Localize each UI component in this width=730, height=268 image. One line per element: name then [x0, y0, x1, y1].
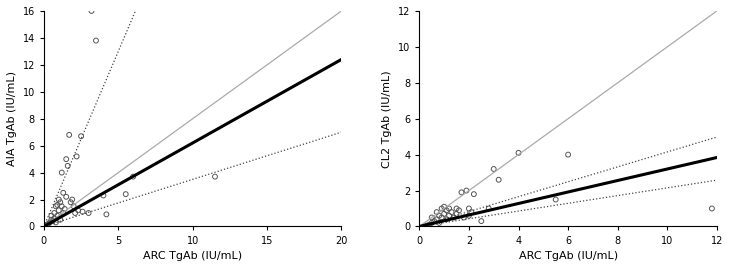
- Point: [101, 212, 112, 217]
- Point: [488, 167, 499, 171]
- Point: [51, 214, 63, 218]
- Point: [42, 222, 54, 226]
- Point: [61, 157, 72, 161]
- Point: [50, 220, 61, 225]
- Point: [53, 198, 65, 202]
- Point: [120, 192, 131, 196]
- Point: [69, 211, 81, 215]
- Point: [56, 204, 68, 209]
- Point: [53, 208, 65, 213]
- Point: [47, 219, 58, 223]
- Point: [426, 221, 437, 225]
- Point: [468, 192, 480, 196]
- Point: [423, 222, 435, 227]
- Point: [50, 204, 61, 209]
- Y-axis label: CL2 TgAb (IU/mL): CL2 TgAb (IU/mL): [383, 70, 392, 168]
- Point: [77, 210, 88, 214]
- Point: [45, 218, 57, 222]
- Point: [441, 217, 453, 221]
- Point: [466, 210, 477, 214]
- Point: [438, 204, 450, 209]
- Point: [431, 210, 442, 214]
- Point: [706, 206, 718, 211]
- Point: [66, 198, 78, 202]
- Point: [71, 154, 82, 159]
- Point: [453, 208, 465, 213]
- Point: [44, 220, 55, 225]
- Point: [98, 193, 110, 198]
- Point: [41, 223, 53, 227]
- Point: [62, 164, 74, 168]
- Y-axis label: AIA TgAb (IU/mL): AIA TgAb (IU/mL): [7, 71, 17, 166]
- Point: [441, 208, 453, 213]
- Point: [429, 219, 440, 223]
- X-axis label: ARC TgAb (IU/mL): ARC TgAb (IU/mL): [518, 251, 618, 261]
- Point: [82, 211, 94, 215]
- Point: [58, 191, 69, 195]
- Point: [562, 152, 574, 157]
- Point: [550, 198, 561, 202]
- Point: [55, 200, 66, 204]
- Point: [483, 206, 495, 211]
- Point: [450, 212, 462, 216]
- Point: [475, 219, 487, 223]
- Point: [446, 210, 458, 214]
- Point: [493, 178, 504, 182]
- Point: [461, 188, 472, 193]
- Point: [58, 211, 69, 215]
- Point: [434, 221, 445, 225]
- Point: [431, 217, 442, 221]
- Point: [48, 211, 60, 215]
- Point: [448, 215, 460, 220]
- Point: [48, 216, 60, 221]
- X-axis label: ARC TgAb (IU/mL): ARC TgAb (IU/mL): [143, 251, 242, 261]
- Point: [438, 212, 450, 216]
- Point: [458, 215, 470, 220]
- Point: [85, 9, 97, 13]
- Point: [127, 174, 139, 179]
- Point: [61, 195, 72, 199]
- Point: [421, 224, 433, 228]
- Point: [450, 206, 462, 211]
- Point: [436, 206, 447, 211]
- Point: [45, 214, 57, 218]
- Point: [463, 206, 474, 211]
- Point: [426, 215, 437, 220]
- Point: [90, 38, 101, 43]
- Point: [210, 174, 221, 179]
- Point: [68, 204, 80, 209]
- Point: [64, 133, 75, 137]
- Point: [72, 208, 84, 213]
- Point: [65, 200, 77, 204]
- Point: [56, 170, 68, 175]
- Point: [443, 214, 455, 218]
- Point: [75, 134, 87, 138]
- Point: [434, 214, 445, 218]
- Point: [59, 207, 71, 211]
- Point: [512, 151, 524, 155]
- Point: [443, 206, 455, 211]
- Point: [463, 214, 474, 218]
- Point: [436, 215, 447, 220]
- Point: [456, 190, 467, 195]
- Point: [51, 203, 63, 207]
- Point: [55, 218, 66, 222]
